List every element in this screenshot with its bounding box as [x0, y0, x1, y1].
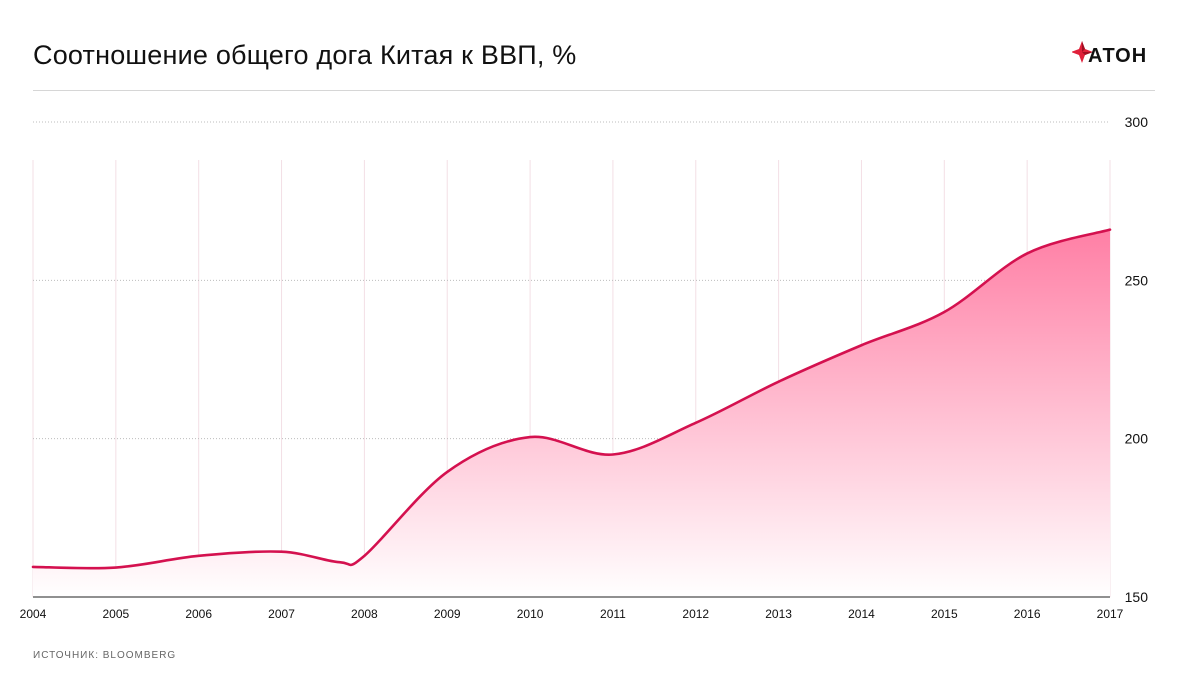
x-tick-2006: 2006: [185, 607, 212, 621]
header-divider: [33, 90, 1155, 91]
chart-title: Соотношение общего дога Китая к ВВП, %: [33, 40, 577, 70]
x-tick-2004: 2004: [20, 607, 47, 621]
y-axis-labels: 150 200 250 300: [1125, 114, 1149, 605]
x-tick-2007: 2007: [268, 607, 295, 621]
x-tick-2013: 2013: [765, 607, 792, 621]
source-note: ИСТОЧНИК: BLOOMBERG: [33, 650, 177, 661]
x-tick-2017: 2017: [1097, 607, 1124, 621]
x-axis-labels: 2004 2005 2006 2007 2008 2009 2010 2011 2012 2013…: [20, 607, 1124, 621]
aton-logo-icon: [1072, 41, 1093, 63]
series-line: [31, 228, 1112, 570]
area-fill: [33, 229, 1110, 597]
x-tick-2011: 2011: [600, 607, 626, 621]
logo-text: АТОН: [1088, 45, 1148, 67]
x-tick-2008: 2008: [351, 607, 378, 621]
x-tick-2015: 2015: [931, 607, 958, 621]
y-tick-250: 250: [1125, 272, 1149, 288]
x-tick-2010: 2010: [517, 607, 544, 621]
y-tick-150: 150: [1125, 589, 1149, 605]
x-tick-2012: 2012: [682, 607, 709, 621]
x-tick-2016: 2016: [1014, 607, 1041, 621]
x-tick-2005: 2005: [102, 607, 129, 621]
x-tick-2009: 2009: [434, 607, 461, 621]
y-tick-300: 300: [1125, 114, 1149, 130]
y-tick-200: 200: [1125, 431, 1149, 447]
x-tick-2014: 2014: [848, 607, 875, 621]
